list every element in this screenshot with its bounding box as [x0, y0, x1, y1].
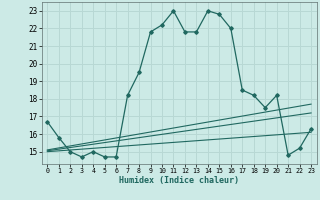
- X-axis label: Humidex (Indice chaleur): Humidex (Indice chaleur): [119, 176, 239, 185]
